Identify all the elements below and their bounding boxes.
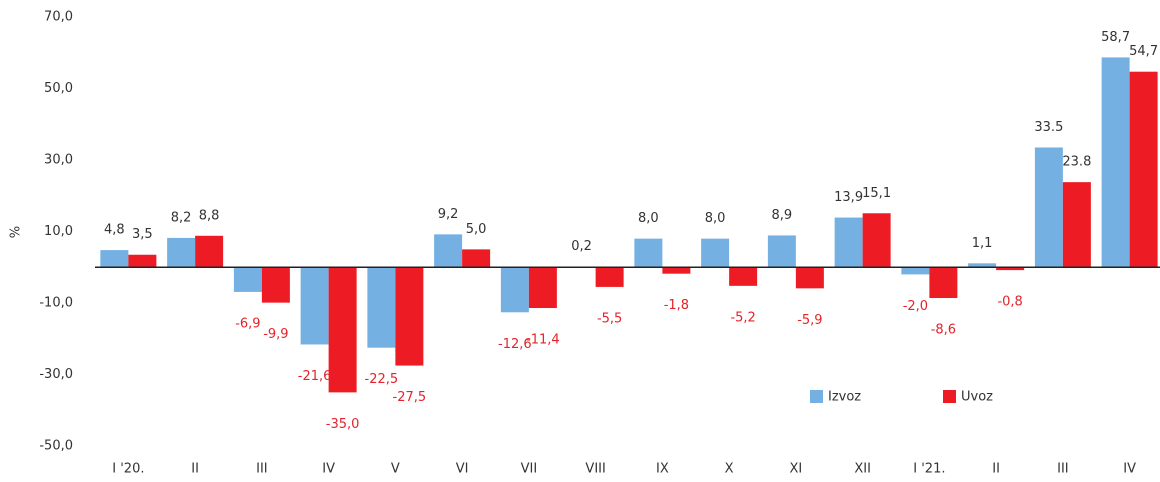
bar (128, 254, 157, 268)
value-label: 9,2 (438, 207, 459, 222)
legend-swatch (810, 390, 823, 403)
legend-label: Uvoz (961, 390, 993, 405)
bar (500, 267, 529, 313)
value-label: 5,0 (466, 222, 487, 237)
value-label: 1,1 (972, 236, 993, 251)
x-tick-label: X (725, 462, 734, 477)
value-label: -35,0 (326, 417, 360, 432)
bar (1062, 182, 1091, 268)
bar (1129, 71, 1158, 268)
bar (662, 267, 691, 274)
value-label: 3,5 (132, 227, 153, 242)
bar (395, 267, 424, 366)
value-label: -0,8 (997, 295, 1022, 310)
x-tick-label: XII (854, 462, 871, 477)
value-label: -11,4 (526, 333, 560, 348)
bar (595, 267, 624, 287)
bar (834, 217, 863, 268)
x-tick-label: III (256, 462, 268, 477)
legend-swatch (943, 390, 956, 403)
value-label: -5,9 (797, 313, 822, 328)
value-label: 33.5 (1034, 120, 1063, 135)
x-tick-label: IV (1123, 462, 1136, 477)
bar (528, 267, 557, 309)
value-label: 54,7 (1129, 44, 1158, 59)
y-tick-label: -30,0 (39, 367, 73, 382)
bar (233, 267, 262, 292)
x-tick-label: III (1057, 462, 1069, 477)
bar (167, 237, 196, 268)
y-tick-label: -50,0 (39, 439, 73, 454)
value-label: -8,6 (931, 322, 956, 337)
bar (100, 250, 129, 268)
x-tick-label: I '21. (913, 462, 945, 477)
x-tick-label: II (191, 462, 199, 477)
value-label: 58,7 (1101, 30, 1130, 45)
bar (328, 267, 357, 393)
y-tick-label: 30,0 (44, 153, 73, 168)
bar (462, 249, 491, 268)
value-label: 8,0 (638, 211, 659, 226)
value-label: 8,0 (705, 211, 726, 226)
bar (996, 267, 1025, 271)
value-label: 23.8 (1062, 155, 1091, 170)
y-tick-label: 50,0 (44, 81, 73, 96)
x-tick-label: V (391, 462, 400, 477)
bar (1034, 147, 1063, 268)
bar (701, 238, 730, 268)
y-tick-label: -10,0 (39, 296, 73, 311)
x-tick-label: II (992, 462, 1000, 477)
value-label: 0,2 (571, 239, 592, 254)
bar (261, 267, 290, 303)
value-label: -27,5 (393, 390, 427, 405)
value-label: 13,9 (834, 190, 863, 205)
bar (300, 267, 329, 345)
value-label: -6,9 (235, 316, 260, 331)
bar (795, 267, 824, 289)
value-label: -22,5 (365, 372, 399, 387)
bar (729, 267, 758, 286)
y-axis-label: % (9, 226, 24, 238)
value-label: -2,0 (903, 299, 928, 314)
bar (195, 235, 224, 268)
value-label: 4,8 (104, 223, 125, 238)
value-label: -1,8 (664, 298, 689, 313)
x-tick-label: XI (790, 462, 803, 477)
value-label: 8,9 (772, 208, 793, 223)
bar (634, 238, 663, 268)
x-tick-label: IX (656, 462, 669, 477)
x-tick-label: IV (322, 462, 335, 477)
y-tick-label: 10,0 (44, 224, 73, 239)
value-label: -5,5 (597, 311, 622, 326)
value-label: -5,2 (730, 310, 755, 325)
y-tick-label: 70,0 (44, 10, 73, 25)
value-label: -9,9 (263, 327, 288, 342)
bar (862, 213, 891, 268)
x-tick-label: VIII (585, 462, 605, 477)
bar (434, 234, 463, 268)
value-label: -21,6 (298, 369, 332, 384)
bar (929, 267, 958, 298)
value-label: 15,1 (862, 186, 891, 201)
legend-label: Izvoz (828, 390, 861, 405)
x-tick-label: VI (456, 462, 469, 477)
bar (1101, 57, 1130, 268)
x-tick-label: I '20. (112, 462, 144, 477)
bar (767, 235, 796, 268)
bar (367, 267, 396, 348)
value-label: 8,8 (199, 208, 220, 223)
x-tick-label: VII (521, 462, 538, 477)
bar (968, 263, 997, 268)
value-label: 8,2 (171, 210, 192, 225)
bar (901, 267, 930, 275)
value-label: -12,6 (498, 337, 532, 352)
